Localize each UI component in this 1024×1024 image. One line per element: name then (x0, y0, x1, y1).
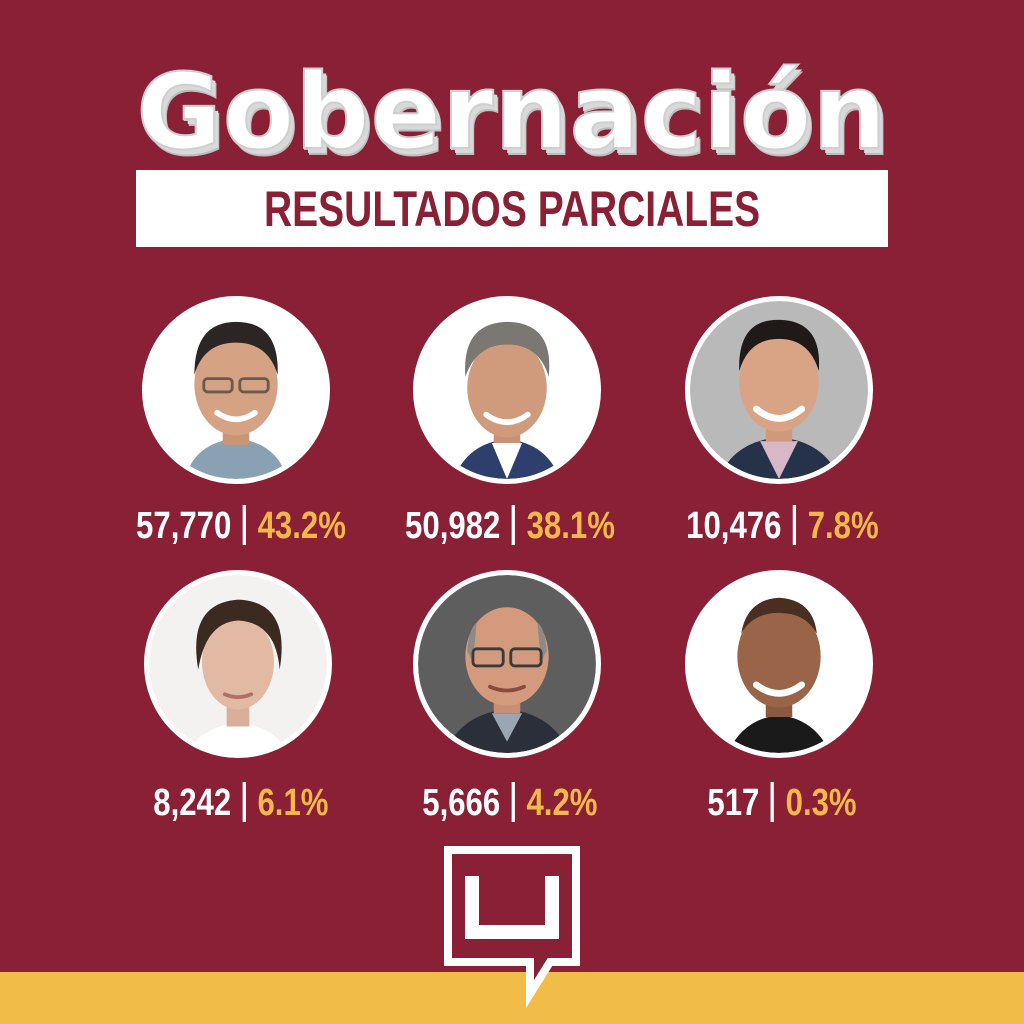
candidate-photo-1 (142, 296, 330, 484)
person-avatar-icon (149, 575, 327, 753)
vote-count: 5,666 (422, 782, 501, 824)
vote-percent: 4.2% (526, 782, 598, 824)
vote-count: 57,770 (136, 505, 232, 547)
candidate-photo-6 (685, 570, 873, 758)
candidate-photo-5 (413, 570, 601, 758)
divider (770, 781, 775, 822)
divider (792, 504, 796, 545)
subtitle-banner: RESULTADOS PARCIALES (136, 170, 888, 247)
page-title: Gobernación (135, 51, 888, 173)
vote-percent: 43.2% (257, 505, 346, 547)
vote-percent: 38.1% (526, 505, 615, 547)
candidate-result-3: 10,476 7.8% (632, 503, 932, 551)
vote-count: 517 (707, 782, 760, 824)
candidate-result-5: 5,666 4.2% (360, 780, 660, 828)
person-avatar-icon (418, 301, 596, 479)
person-avatar-icon (690, 301, 868, 479)
subtitle-text: RESULTADOS PARCIALES (263, 180, 761, 237)
vote-percent: 0.3% (785, 782, 857, 824)
vote-percent: 6.1% (257, 782, 329, 824)
vote-percent: 7.8% (807, 505, 879, 547)
candidate-result-1: 57,770 43.2% (91, 503, 391, 551)
candidate-result-6: 517 0.3% (632, 780, 932, 828)
speech-bubble-logo-icon (444, 846, 580, 1008)
person-avatar-icon (418, 575, 596, 753)
footer-band (0, 972, 1024, 1024)
candidate-photo-2 (413, 296, 601, 484)
divider (242, 781, 247, 822)
person-avatar-icon (147, 301, 325, 479)
divider (511, 781, 516, 822)
vote-count: 50,982 (405, 505, 501, 547)
candidate-result-2: 50,982 38.1% (360, 503, 660, 551)
divider (242, 504, 247, 545)
candidate-result-4: 8,242 6.1% (91, 780, 391, 828)
candidate-photo-4 (144, 570, 332, 758)
divider (511, 504, 516, 545)
vote-count: 10,476 (685, 505, 782, 547)
vote-count: 8,242 (153, 782, 232, 824)
candidate-photo-3 (685, 296, 873, 484)
person-avatar-icon (690, 575, 868, 753)
